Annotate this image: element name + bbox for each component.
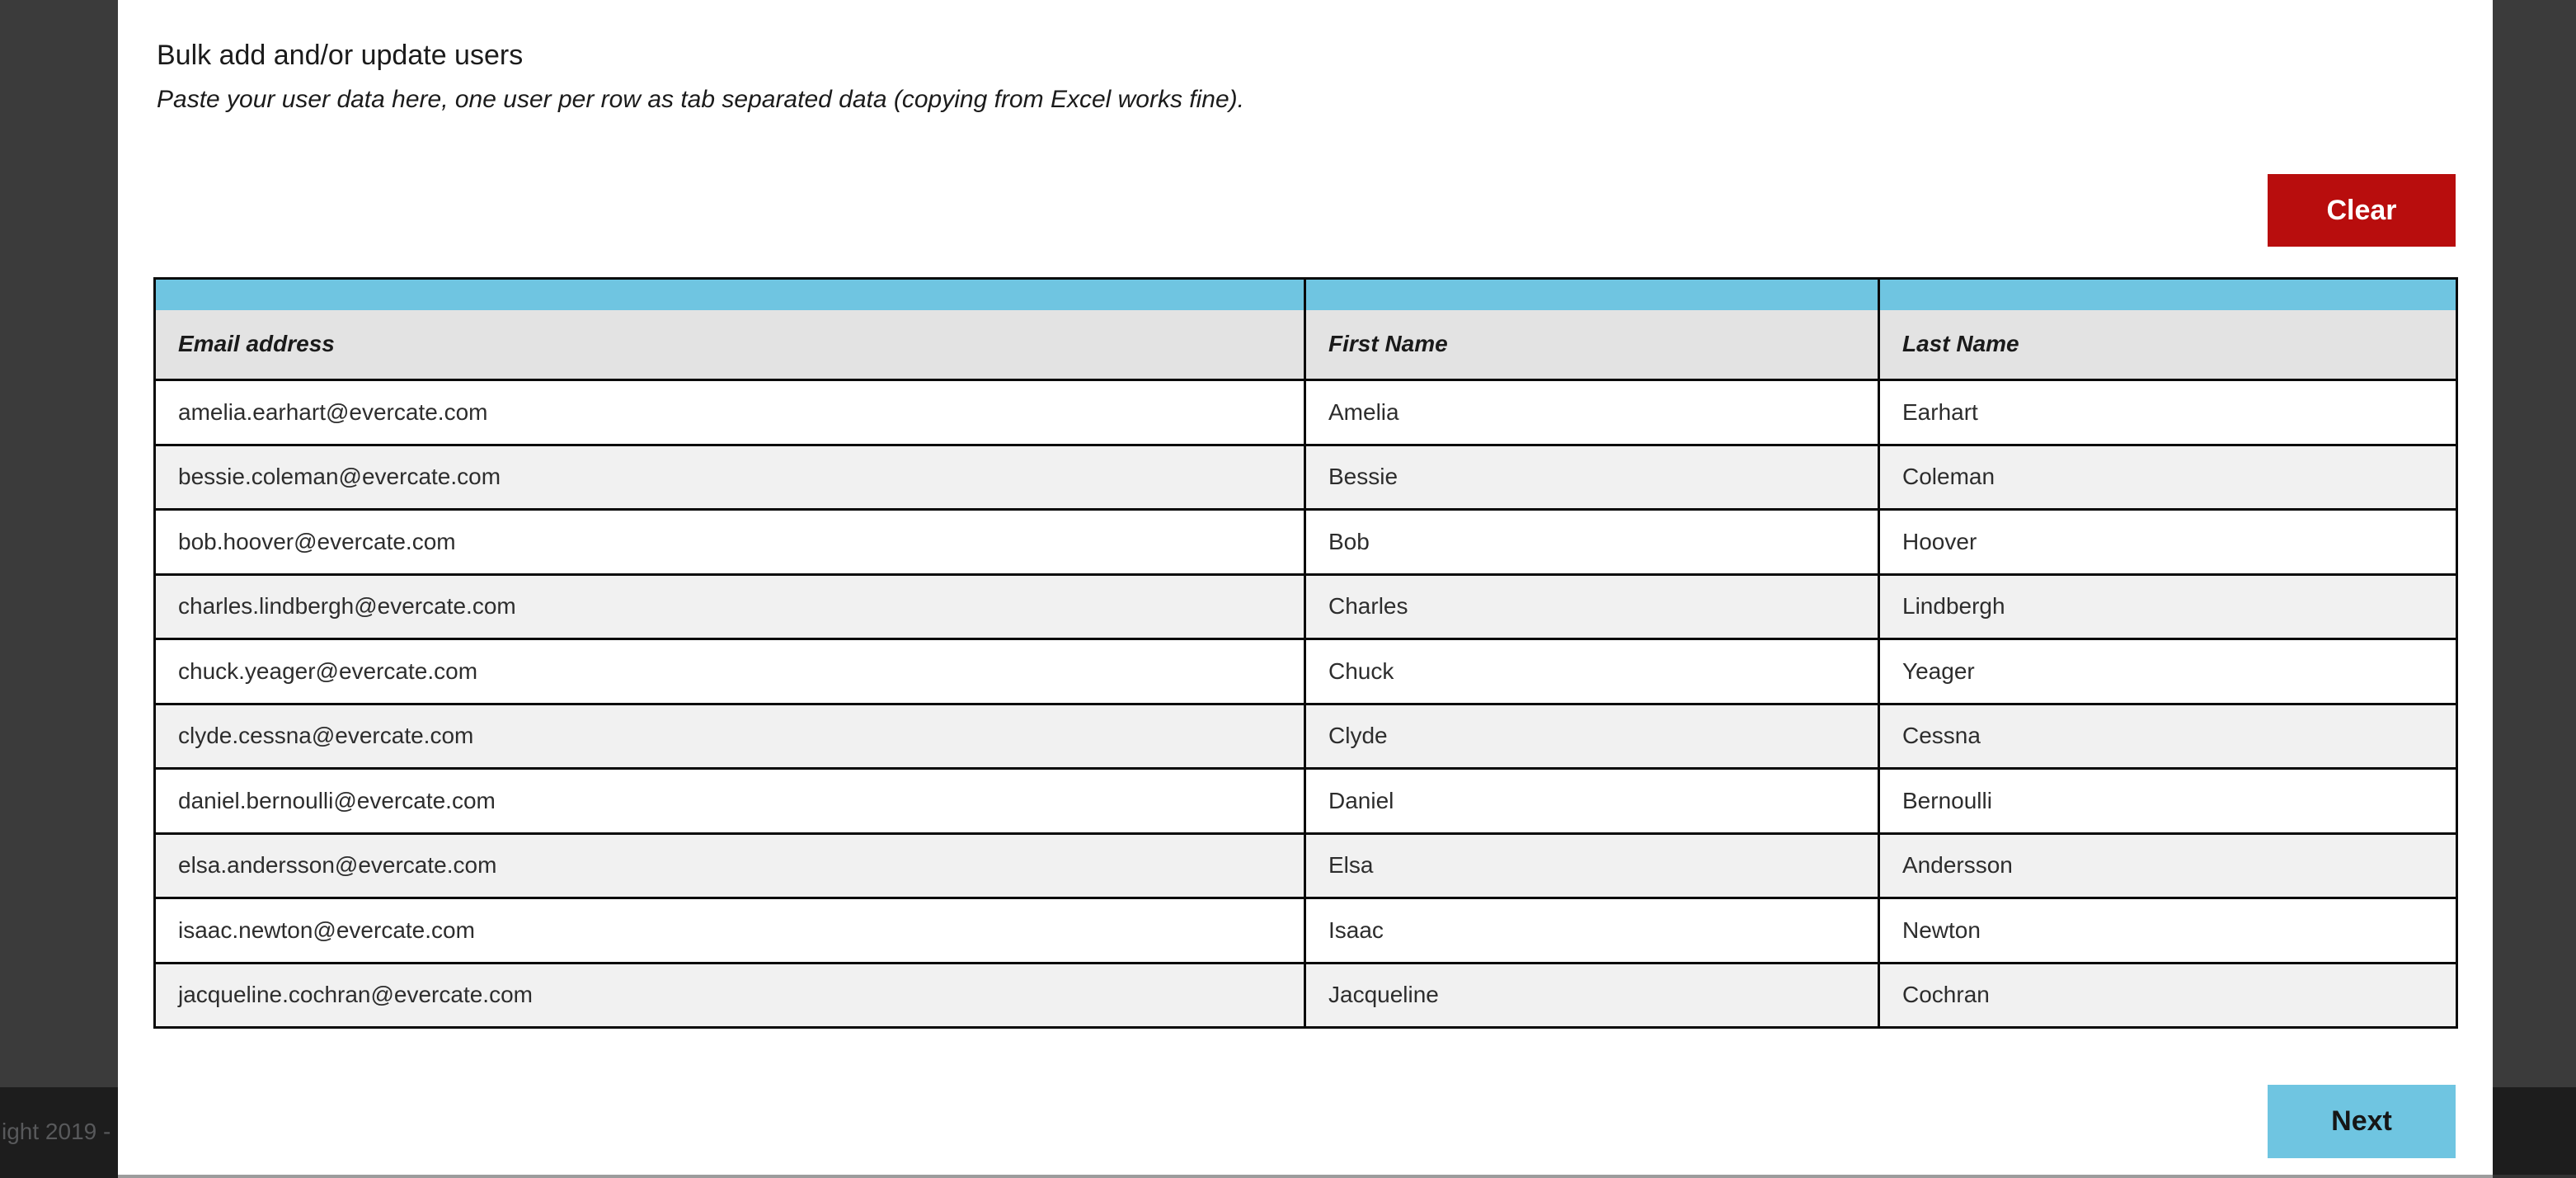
table-row: amelia.earhart@evercate.com Amelia Earha… [153, 379, 2458, 446]
first-name-cell: Jacqueline [1304, 961, 1880, 1029]
first-name-cell: Charles [1304, 573, 1880, 640]
email-cell: isaac.newton@evercate.com [153, 897, 1306, 964]
overlay-footer-band [0, 1087, 118, 1178]
first-name-cell: Amelia [1304, 379, 1880, 446]
table-row: elsa.andersson@evercate.com Elsa Anderss… [153, 832, 2458, 899]
last-name-cell: Coleman [1878, 443, 2458, 511]
column-header-first-name: First Name [1304, 309, 1880, 381]
first-name-cell: Clyde [1304, 702, 1880, 770]
table-row: daniel.bernoulli@evercate.com Daniel Ber… [153, 767, 2458, 835]
column-header-email: Email address [153, 309, 1306, 381]
horizontal-scrollbar-track[interactable] [118, 1175, 2493, 1178]
page-title: Bulk add and/or update users [157, 40, 524, 71]
email-cell: charles.lindbergh@evercate.com [153, 573, 1306, 640]
email-cell: amelia.earhart@evercate.com [153, 379, 1306, 446]
page-overlay-left [0, 0, 118, 1178]
overlay-footer-band [2493, 1087, 2576, 1178]
table-row: bessie.coleman@evercate.com Bessie Colem… [153, 443, 2458, 511]
first-name-cell: Elsa [1304, 832, 1880, 899]
first-name-cell: Bessie [1304, 443, 1880, 511]
last-name-cell: Hoover [1878, 508, 2458, 576]
last-name-cell: Cochran [1878, 961, 2458, 1029]
clear-button[interactable]: Clear [2268, 174, 2456, 247]
accent-cell [153, 277, 1306, 310]
last-name-cell: Bernoulli [1878, 767, 2458, 835]
email-cell: chuck.yeager@evercate.com [153, 638, 1306, 705]
next-button[interactable]: Next [2268, 1085, 2456, 1158]
email-cell: daniel.bernoulli@evercate.com [153, 767, 1306, 835]
first-name-cell: Bob [1304, 508, 1880, 576]
overlay-upper-band [0, 0, 118, 1087]
horizontal-scrollbar-track-dim [2493, 1175, 2576, 1178]
last-name-cell: Yeager [1878, 638, 2458, 705]
table-row: chuck.yeager@evercate.com Chuck Yeager [153, 638, 2458, 705]
column-header-last-name: Last Name [1878, 309, 2458, 381]
table-row: jacqueline.cochran@evercate.com Jacqueli… [153, 961, 2458, 1029]
table-row: charles.lindbergh@evercate.com Charles L… [153, 573, 2458, 640]
email-cell: bessie.coleman@evercate.com [153, 443, 1306, 511]
last-name-cell: Lindbergh [1878, 573, 2458, 640]
first-name-cell: Chuck [1304, 638, 1880, 705]
table-row: clyde.cessna@evercate.com Clyde Cessna [153, 702, 2458, 770]
table-row: bob.hoover@evercate.com Bob Hoover [153, 508, 2458, 576]
last-name-cell: Earhart [1878, 379, 2458, 446]
overlay-upper-band [2493, 0, 2576, 1087]
page-subtitle: Paste your user data here, one user per … [157, 86, 1245, 113]
email-cell: clyde.cessna@evercate.com [153, 702, 1306, 770]
last-name-cell: Cessna [1878, 702, 2458, 770]
copyright-text-fragment: ight 2019 - [2, 1119, 111, 1144]
accent-cell [1878, 277, 2458, 310]
email-cell: jacqueline.cochran@evercate.com [153, 961, 1306, 1029]
first-name-cell: Daniel [1304, 767, 1880, 835]
table-row: isaac.newton@evercate.com Isaac Newton [153, 897, 2458, 964]
last-name-cell: Andersson [1878, 832, 2458, 899]
page-overlay-right [2493, 0, 2576, 1178]
users-table[interactable]: Email address First Name Last Name ameli… [153, 277, 2458, 1029]
table-accent-bar [153, 277, 2458, 310]
table-header-row: Email address First Name Last Name [153, 309, 2458, 381]
accent-cell [1304, 277, 1880, 310]
email-cell: elsa.andersson@evercate.com [153, 832, 1306, 899]
last-name-cell: Newton [1878, 897, 2458, 964]
first-name-cell: Isaac [1304, 897, 1880, 964]
email-cell: bob.hoover@evercate.com [153, 508, 1306, 576]
